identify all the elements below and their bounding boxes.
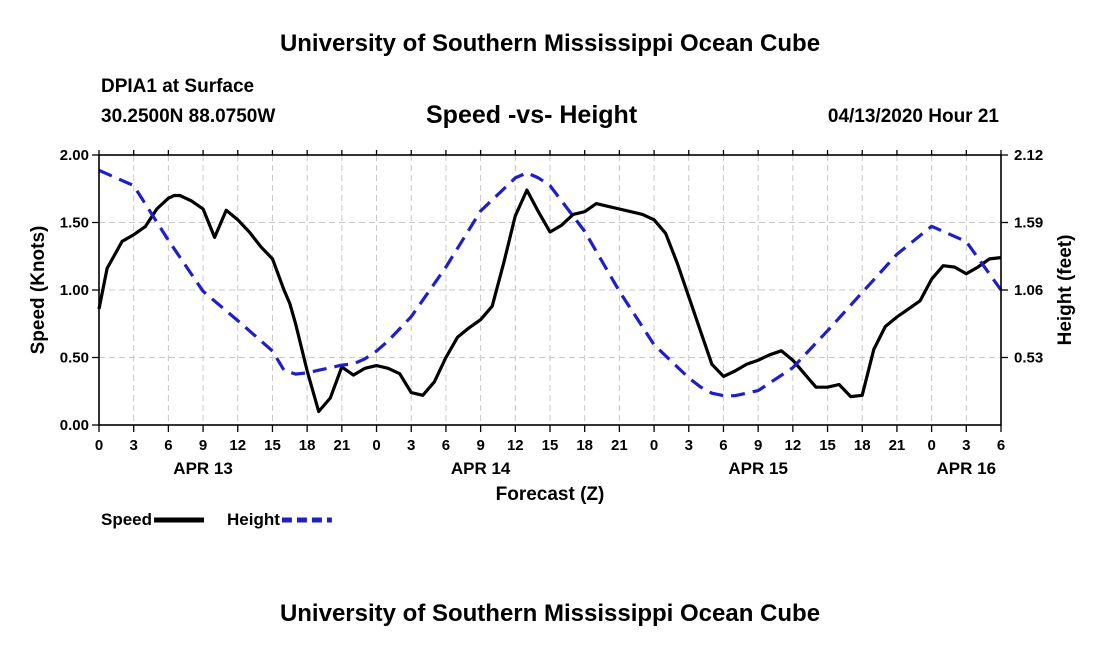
x-tick-label: 3 — [407, 437, 415, 454]
y-tick-label: 0.00 — [60, 417, 89, 434]
y2-tick-label: 2.12 — [1014, 147, 1043, 164]
x-tick-label: 18 — [576, 437, 593, 454]
y2-tick-label: 0.53 — [1014, 350, 1043, 367]
coordinates-label: 30.2500N 88.0750W — [101, 106, 276, 127]
x-date-label: APR 16 — [937, 459, 997, 478]
x-date-label: APR 15 — [728, 459, 788, 478]
x-tick-label: 18 — [299, 437, 316, 454]
y-tick-label: 2.00 — [60, 147, 89, 164]
x-tick-label: 18 — [854, 437, 871, 454]
x-tick-label: 21 — [889, 437, 906, 454]
x-tick-label: 21 — [334, 437, 351, 454]
forecast-datestamp: 04/13/2020 Hour 21 — [827, 106, 999, 127]
legend: Speed Height — [101, 510, 332, 529]
top-title: University of Southern Mississippi Ocean… — [279, 30, 821, 57]
y-tick-label: 1.50 — [60, 215, 89, 232]
chart-subtitle: Speed -vs- Height — [426, 101, 638, 129]
y2-tick-label: 1.06 — [1014, 282, 1043, 299]
x-tick-label: 0 — [650, 437, 658, 454]
series-layer — [97, 168, 1003, 414]
x-tick-label: 6 — [442, 437, 450, 454]
x-tick-label: 0 — [372, 437, 380, 454]
x-tick-label: 3 — [130, 437, 138, 454]
x-tick-label: 0 — [927, 437, 935, 454]
x-date-label: APR 13 — [173, 459, 233, 478]
x-tick-label: 21 — [611, 437, 628, 454]
x-tick-label: 12 — [507, 437, 524, 454]
legend-label: Speed — [101, 510, 152, 529]
series-line-speed — [97, 188, 1002, 414]
x-axis-label: Forecast (Z) — [496, 484, 605, 505]
series-line-height — [98, 168, 1003, 398]
x-tick-label: 12 — [785, 437, 802, 454]
x-tick-label: 6 — [997, 437, 1005, 454]
x-tick-label: 6 — [164, 437, 172, 454]
x-tick-label: 12 — [229, 437, 246, 454]
legend-label: Height — [227, 510, 280, 529]
y2-tick-label: 1.59 — [1014, 215, 1043, 232]
x-tick-label: 15 — [819, 437, 836, 454]
axis-layer: 0 3 6 9 12 15 18 21 0 3 6 9 12 15 18 21 0 3 6 9 12 15 18 21 0 3 6A… — [60, 147, 1043, 478]
x-tick-label: 6 — [719, 437, 727, 454]
x-date-label: APR 14 — [451, 459, 511, 478]
x-tick-label: 9 — [199, 437, 207, 454]
x-tick-label: 3 — [962, 437, 970, 454]
y2-axis-label: Height (feet) — [1055, 235, 1076, 346]
x-tick-label: 0 — [95, 437, 103, 454]
y-axis-label: Speed (Knots) — [28, 226, 49, 355]
station-label: DPIA1 at Surface — [101, 76, 255, 97]
y-tick-label: 0.50 — [60, 350, 89, 367]
x-tick-label: 9 — [754, 437, 762, 454]
x-tick-label: 3 — [685, 437, 693, 454]
bottom-title: University of Southern Mississippi Ocean… — [279, 600, 821, 627]
y-tick-label: 1.00 — [60, 282, 89, 299]
x-tick-label: 15 — [542, 437, 559, 454]
x-tick-label: 9 — [476, 437, 484, 454]
x-tick-label: 15 — [264, 437, 281, 454]
